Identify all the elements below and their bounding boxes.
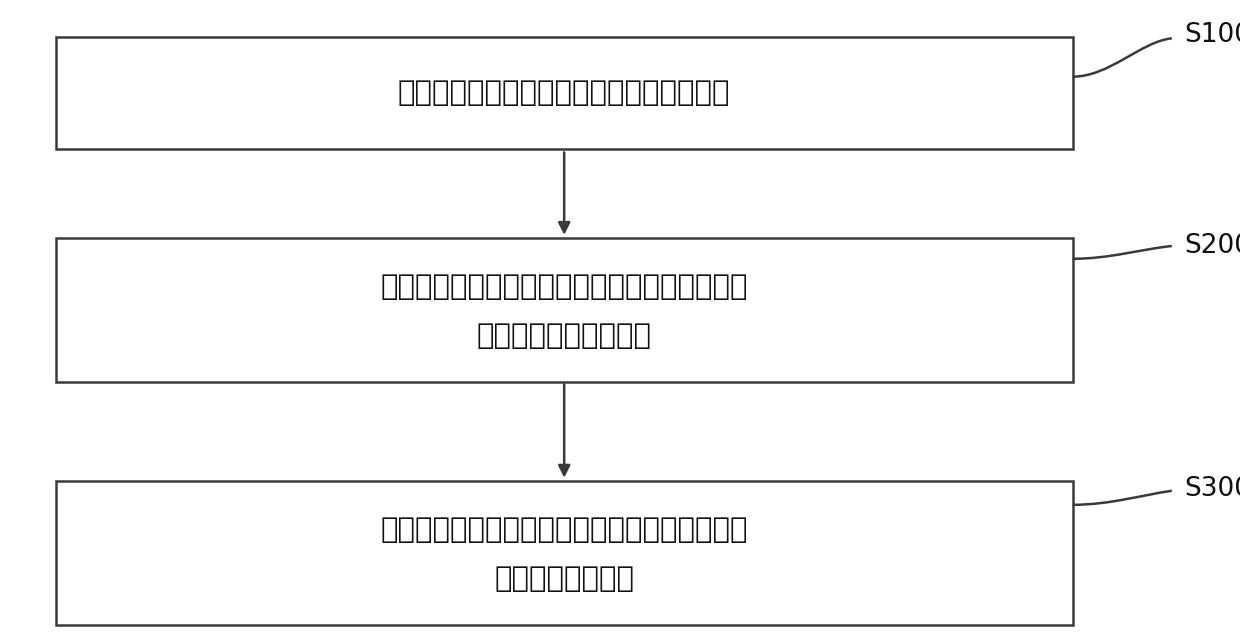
Bar	[56, 238, 1073, 382]
Text: 根据温度计算用于控制直流风扇电机的脉冲宽度: 根据温度计算用于控制直流风扇电机的脉冲宽度	[381, 273, 748, 301]
Bar	[56, 37, 1073, 149]
Text: S100: S100	[1184, 22, 1240, 48]
Text: 调制信号的第一占空比: 调制信号的第一占空比	[476, 322, 652, 350]
Text: 扇电机的工作转速: 扇电机的工作转速	[495, 565, 634, 592]
Text: 利用第一占空比的脉冲宽度调制信号控制直流风: 利用第一占空比的脉冲宽度调制信号控制直流风	[381, 516, 748, 544]
Text: S200: S200	[1184, 233, 1240, 259]
Bar	[56, 481, 1073, 625]
Text: S300: S300	[1184, 476, 1240, 502]
Text: 获取与直流风扇电机的工作转速相关的温度: 获取与直流风扇电机的工作转速相关的温度	[398, 79, 730, 107]
